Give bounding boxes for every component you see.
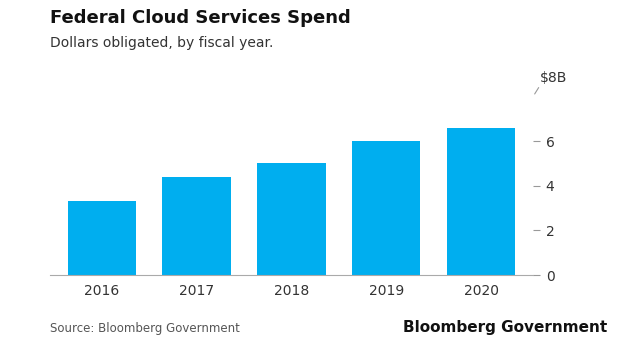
- Text: $8B: $8B: [540, 71, 567, 85]
- Bar: [162, 177, 231, 275]
- Text: Bloomberg Government: Bloomberg Government: [404, 320, 608, 335]
- Text: Dollars obligated, by fiscal year.: Dollars obligated, by fiscal year.: [50, 36, 273, 50]
- Bar: [68, 202, 136, 275]
- Text: Federal Cloud Services Spend: Federal Cloud Services Spend: [50, 9, 350, 26]
- Text: Source: Bloomberg Government: Source: Bloomberg Government: [50, 322, 239, 335]
- Bar: [447, 128, 515, 275]
- Bar: [352, 141, 420, 275]
- Bar: [257, 163, 326, 275]
